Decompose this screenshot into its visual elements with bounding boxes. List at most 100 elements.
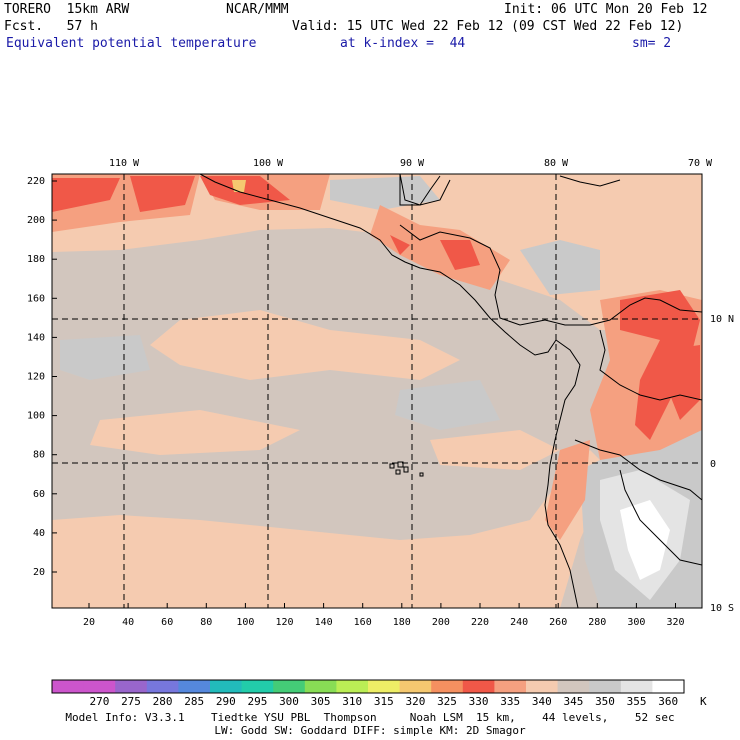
y-tick-label: 180 bbox=[27, 254, 45, 265]
colorbar-swatch bbox=[115, 680, 148, 693]
valid-time: Valid: 15 UTC Wed 22 Feb 12 (09 CST Wed … bbox=[292, 19, 684, 34]
x-tick-label: 260 bbox=[549, 617, 567, 628]
y-tick-label: 200 bbox=[27, 215, 45, 226]
model-name: TORERO 15km ARW bbox=[4, 2, 130, 17]
colorbar-swatch bbox=[83, 680, 116, 693]
colorbar-swatch bbox=[589, 680, 622, 693]
colorbar-label: 345 bbox=[563, 695, 583, 708]
field-blob-mid3 bbox=[430, 430, 560, 470]
lat-label-10n: 10 N bbox=[710, 314, 734, 325]
x-tick-label: 280 bbox=[588, 617, 606, 628]
lat-lon-grid bbox=[52, 174, 702, 608]
colorbar-swatch bbox=[462, 680, 495, 693]
y-tick-label: 60 bbox=[33, 489, 45, 500]
colorbar-swatch bbox=[336, 680, 369, 693]
colorbar-label: 360 bbox=[658, 695, 678, 708]
init-time: Init: 06 UTC Mon 20 Feb 12 bbox=[504, 2, 708, 17]
colorbar-swatch bbox=[178, 680, 211, 693]
colorbar-swatch bbox=[146, 680, 179, 693]
colorbar-label: 330 bbox=[469, 695, 489, 708]
colorbar-label: 280 bbox=[153, 695, 173, 708]
field-band-south-340 bbox=[52, 450, 610, 608]
x-tick-label: 100 bbox=[236, 617, 254, 628]
x-tick-label: 160 bbox=[354, 617, 372, 628]
colorbar-label: 270 bbox=[89, 695, 109, 708]
galapagos-islands bbox=[389, 461, 424, 477]
y-tick-label: 120 bbox=[27, 372, 45, 383]
theta-e-field bbox=[52, 174, 702, 608]
x-tick-label: 80 bbox=[200, 617, 212, 628]
colorbar bbox=[52, 680, 685, 693]
colorbar-swatch bbox=[494, 680, 527, 693]
y-tick-label: 20 bbox=[33, 567, 45, 578]
colorbar-label: 340 bbox=[532, 695, 552, 708]
field-red-east bbox=[620, 290, 700, 440]
footer-physics-info: LW: Godd SW: Goddard DIFF: simple KM: 2D… bbox=[214, 724, 526, 737]
lon-label-100w: 100 W bbox=[253, 158, 284, 169]
forecast-hour: Fcst. 57 h bbox=[4, 19, 98, 34]
coast-cuba bbox=[559, 175, 621, 187]
y-tick-label: 160 bbox=[27, 293, 45, 304]
colorbar-swatch bbox=[304, 680, 337, 693]
x-tick-label: 300 bbox=[627, 617, 645, 628]
bottom-grid-labels: 20 40 60 80 100 120 140 160 180 200 220 240 260 280 30… bbox=[83, 603, 685, 628]
left-grid-labels: 220 200 180 160 140 120 100 80 60 40 20 bbox=[27, 176, 57, 578]
field-blob-mid1 bbox=[150, 310, 460, 380]
lon-label-80w: 80 W bbox=[544, 158, 569, 169]
footer-model-info: Model Info: V3.3.1 Tiedtke YSU PBL Thomp… bbox=[65, 711, 675, 724]
x-tick-label: 200 bbox=[432, 617, 450, 628]
colorbar-label: 350 bbox=[595, 695, 615, 708]
y-tick-label: 40 bbox=[33, 528, 45, 539]
colorbar-swatch bbox=[431, 680, 464, 693]
x-tick-label: 320 bbox=[666, 617, 684, 628]
field-gray-patch3 bbox=[395, 380, 500, 430]
colorbar-label: 275 bbox=[121, 695, 141, 708]
colorbar-label: 315 bbox=[374, 695, 394, 708]
x-tick-label: 120 bbox=[275, 617, 293, 628]
field-red-central bbox=[390, 235, 480, 270]
colorbar-label: 310 bbox=[342, 695, 362, 708]
x-tick-label: 180 bbox=[393, 617, 411, 628]
field-yellow-spot bbox=[232, 180, 246, 192]
colorbar-label: 295 bbox=[247, 695, 267, 708]
center-name: NCAR/MMM bbox=[226, 2, 289, 17]
y-tick-label: 220 bbox=[27, 176, 45, 187]
right-lat-labels: 10 N 0 10 S bbox=[710, 314, 734, 614]
field-red-nw2 bbox=[130, 176, 195, 212]
y-tick-label: 140 bbox=[27, 332, 45, 343]
lon-label-90w: 90 W bbox=[400, 158, 425, 169]
top-lon-labels: 110 W 100 W 90 W 80 W 70 W bbox=[109, 158, 713, 169]
coast-southamerica-pacific bbox=[544, 339, 581, 608]
colorbar-label: 290 bbox=[216, 695, 236, 708]
colorbar-label: 325 bbox=[437, 695, 457, 708]
x-tick-label: 60 bbox=[161, 617, 173, 628]
colorbar-swatch bbox=[620, 680, 653, 693]
plot-frame bbox=[51, 173, 703, 609]
x-tick-label: 20 bbox=[83, 617, 95, 628]
colorbar-swatch bbox=[652, 680, 685, 693]
x-tick-label: 40 bbox=[122, 617, 134, 628]
field-red-east2 bbox=[665, 345, 700, 420]
x-tick-label: 140 bbox=[315, 617, 333, 628]
colorbar-swatch bbox=[557, 680, 590, 693]
x-tick-label: 240 bbox=[510, 617, 528, 628]
colorbar-swatch bbox=[526, 680, 559, 693]
field-white-patch bbox=[620, 500, 670, 580]
colorbar-labels: 270 275 280 285 290 295 300 305 310 315 320 325 330 3… bbox=[89, 695, 678, 708]
colorbar-label: 335 bbox=[500, 695, 520, 708]
field-gray-patch5 bbox=[520, 240, 600, 295]
lon-label-70w: 70 W bbox=[688, 158, 713, 169]
colorbar-swatch bbox=[273, 680, 306, 693]
border-south-america bbox=[574, 329, 702, 566]
smoothing-info: sm= 2 bbox=[632, 36, 672, 51]
colorbar-label: 285 bbox=[184, 695, 204, 708]
y-tick-label: 80 bbox=[33, 450, 45, 461]
colorbar-frame bbox=[51, 679, 685, 694]
colorbar-label: 300 bbox=[279, 695, 299, 708]
colorbar-label: 305 bbox=[311, 695, 331, 708]
colorbar-label: 355 bbox=[627, 695, 647, 708]
colorbar-swatch bbox=[210, 680, 243, 693]
field-band-north-340 bbox=[52, 174, 702, 330]
field-salmon-central bbox=[370, 205, 510, 290]
